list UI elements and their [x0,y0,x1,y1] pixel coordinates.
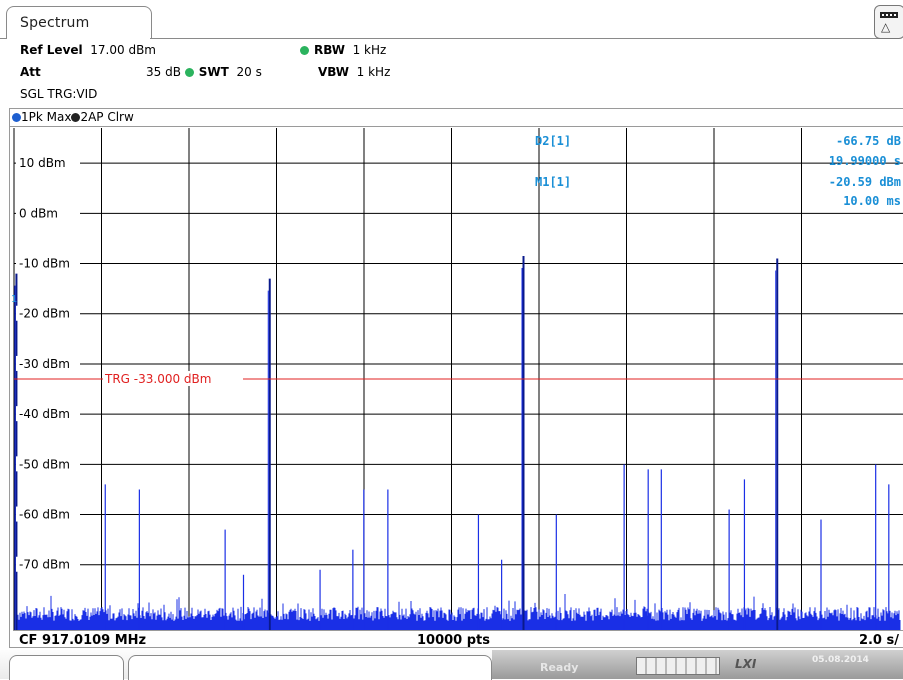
time-per-div: 2.0 s/ [858,633,899,648]
y-tick-label: -10 dBm [19,257,70,271]
window-layout-icon[interactable]: △ [874,5,903,39]
y-axis-labels: 10 dBm 0 dBm -10 dBm -20 dBm -30 dBm -40 dBm -… [16,155,80,572]
m1-time: 10.00 ms [843,194,901,208]
y-tick-bg [16,205,80,221]
spectrum-tab-title: Spectrum [20,15,90,31]
att-coupled-icon [184,68,194,77]
y-tick-bg [16,355,80,371]
d2-value: -66.75 dB [836,134,901,148]
trace-1 [14,256,901,630]
y-tick-label: -70 dBm [19,558,70,572]
m1-label: M1[1] [535,175,571,189]
y-tick-bg [16,406,80,422]
d2-time: 19.99000 s [829,154,901,168]
m1-value: -20.59 dBm [829,175,901,189]
vbw: VBW 1 kHz [318,65,391,79]
lxi-logo: LXI [735,657,757,671]
y-tick-label: -40 dBm [19,407,70,421]
marker-1-tag: 1 [11,294,17,305]
ref-level: Ref Level 17.00 dBm [20,43,156,57]
y-tick-label: -30 dBm [19,357,70,371]
y-tick-label: -60 dBm [19,508,70,522]
trace-legend: 1Pk Max 2AP Clrw [12,110,134,124]
y-tick-bg [16,556,80,572]
att-label: Att [20,65,41,79]
noise-floor-trace [15,594,901,630]
y-tick-label: 0 dBm [19,206,58,220]
y-tick-label: -50 dBm [19,457,70,471]
y-tick-bg [16,506,80,522]
trace1-color-icon [12,113,21,122]
softkey-slot-1[interactable] [9,655,124,680]
point-count: 10000 pts [417,633,491,648]
tab-baseline [150,38,880,39]
trigger-label: TRG -33.000 dBm [104,372,211,386]
y-tick-bg [16,305,80,321]
legend-separator [9,126,903,127]
y-tick-bg [16,456,80,472]
progress-bar [636,657,720,675]
d2-label: D2[1] [535,134,571,148]
rbw: RBW 1 kHz [300,43,386,57]
message-field [128,655,492,680]
tab-baseline-left [0,38,6,39]
date-display: 05.08.2014 [812,655,869,665]
y-tick-label: -20 dBm [19,307,70,321]
y-tick-bg [16,255,80,271]
plot-frame [9,108,903,648]
trigger-label-bg [103,371,243,386]
rbw-coupled-icon [300,46,309,55]
center-frequency: CF 917.0109 MHz [19,633,147,648]
ready-indicator: Ready [540,661,579,674]
spectrum-tab[interactable]: Spectrum [6,6,152,39]
y-tick-bg [16,155,80,171]
trigger-mode: SGL TRG:VID [20,87,98,101]
trace2-color-icon [71,113,81,122]
att-value: 35 dB SWT 20 s [146,65,262,79]
plot-grid [13,128,903,630]
status-line: CF 917.0109 MHz 10000 pts 2.0 s/ [13,630,903,649]
y-tick-label: 10 dBm [19,156,66,170]
